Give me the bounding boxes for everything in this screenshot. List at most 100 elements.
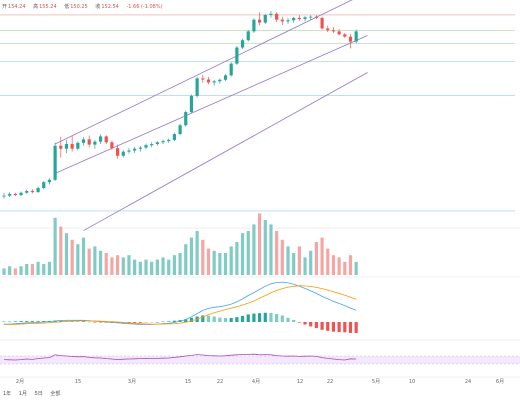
candle (314, 15, 318, 20)
volume-bar (47, 261, 52, 275)
volume-bar (275, 231, 279, 275)
candle-body (286, 20, 290, 22)
candle (206, 76, 211, 85)
candle (172, 132, 176, 142)
macd-histogram-bar (2, 321, 6, 323)
candle-body (297, 17, 301, 20)
macd-histogram-bar (189, 317, 194, 322)
candle (36, 186, 40, 193)
timeframe-1y-button[interactable]: 1年 (3, 391, 12, 397)
macd-histogram-bar (212, 316, 216, 322)
macd-line (4, 281, 357, 325)
volume-bar (235, 242, 239, 275)
macd-histogram-bar (263, 312, 267, 322)
candle-body (76, 142, 80, 149)
macd-histogram-bar (59, 320, 63, 322)
candle (201, 74, 205, 83)
candle-body (138, 147, 142, 149)
volume-bar (337, 257, 341, 275)
macd-histogram-bar (8, 321, 12, 323)
candle (53, 142, 57, 181)
candle (343, 32, 347, 38)
macd-histogram-bar (155, 322, 159, 323)
candle-body (144, 145, 148, 148)
x-tick-label: 6月 (496, 379, 504, 385)
volume-bar (218, 253, 222, 275)
candle (286, 18, 290, 24)
macd-histogram-bar (30, 321, 34, 322)
macd-histogram-bar (292, 319, 296, 322)
volume-bar (331, 255, 336, 275)
volume-bar (161, 257, 165, 275)
candle (116, 144, 120, 159)
volume-bar (121, 257, 125, 275)
macd-histogram-bar (348, 322, 353, 333)
volume-bar (110, 257, 114, 275)
candle (133, 146, 137, 153)
timeframe-bar: 1年 1月 5日 全部 (3, 390, 66, 397)
timeframe-all-button[interactable]: 全部 (50, 391, 61, 397)
volume-bar (269, 224, 273, 275)
volume-bar (2, 268, 6, 275)
macd-histogram-bar (98, 322, 103, 323)
candle (297, 15, 301, 21)
macd-histogram-bar (246, 314, 250, 322)
volume-bar (195, 231, 199, 275)
candle (98, 134, 103, 145)
volume-bar (292, 253, 296, 275)
open-value: 154.24 (8, 4, 26, 10)
candle (337, 29, 341, 36)
macd-histogram-bar (269, 312, 273, 322)
candle (64, 139, 69, 154)
candle (13, 192, 17, 197)
candle-body (172, 134, 176, 140)
candle-body (53, 145, 57, 180)
candle-body (303, 17, 307, 20)
candle-body (263, 14, 267, 23)
volume-bar (81, 237, 86, 275)
candle-body (2, 195, 6, 197)
macd-histogram-bar (81, 321, 86, 322)
candle (331, 27, 336, 34)
macd-histogram-bar (133, 322, 137, 323)
candle (212, 79, 216, 86)
x-tick-label: 5月 (372, 379, 380, 385)
macd-histogram-bar (314, 322, 318, 329)
volume-bar (8, 266, 12, 275)
volume-bar (172, 255, 176, 275)
macd-histogram-bar (229, 318, 233, 322)
volume-bar (348, 255, 353, 275)
candle-body (8, 193, 12, 196)
macd-histogram-bar (36, 321, 40, 322)
rsi-band (0, 356, 520, 364)
volume-bar (320, 237, 324, 275)
candle-body (133, 148, 137, 151)
macd-histogram-bar (161, 321, 165, 323)
timeframe-5d-button[interactable]: 5日 (34, 391, 43, 397)
macd-histogram-bar (343, 322, 347, 333)
candle-body (218, 79, 222, 82)
candle-body (19, 192, 23, 196)
candle (150, 142, 154, 148)
candle (76, 141, 80, 151)
x-tick-label: 24 (465, 379, 471, 385)
high-label: 高 (33, 4, 39, 10)
volume-bar (138, 261, 142, 275)
signal-line (4, 285, 357, 325)
candle (326, 25, 330, 32)
volume-bar (212, 250, 216, 275)
candle (348, 33, 353, 49)
volume-bar (229, 246, 233, 275)
change-value: -1.66 (-1.08%) (126, 4, 163, 10)
volume-bar (70, 239, 74, 275)
candle-body (155, 142, 159, 145)
timeframe-1m-button[interactable]: 1月 (18, 391, 27, 397)
candle (104, 135, 108, 145)
candle (223, 73, 228, 82)
macd-histogram-bar (223, 318, 228, 322)
macd-histogram-bar (286, 317, 290, 322)
volume-bar (184, 244, 188, 275)
candle-body (127, 150, 131, 152)
candle (178, 123, 182, 136)
